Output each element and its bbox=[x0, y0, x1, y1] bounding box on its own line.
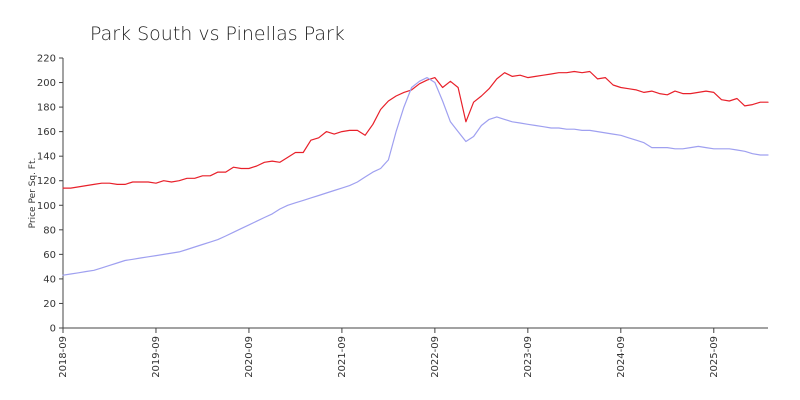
series-line-0 bbox=[62, 70, 769, 189]
y-tick-label: 120 bbox=[37, 176, 56, 187]
x-tick-label: 2018-09 bbox=[58, 336, 69, 378]
y-tick-label: 60 bbox=[43, 250, 56, 261]
series-layer bbox=[62, 70, 769, 276]
y-tick-label: 140 bbox=[37, 152, 56, 163]
y-tick-label: 160 bbox=[37, 127, 56, 138]
y-axis-label: Price Per Sq. Ft. bbox=[28, 158, 38, 229]
x-tick-label: 2024-09 bbox=[616, 336, 627, 378]
series-line-1 bbox=[62, 76, 769, 276]
y-tick-label: 20 bbox=[43, 299, 56, 310]
x-tick-label: 2023-09 bbox=[523, 336, 534, 378]
y-tick-label: 200 bbox=[37, 78, 56, 89]
y-tick-label: 40 bbox=[43, 274, 56, 285]
x-tick-label: 2021-09 bbox=[337, 336, 348, 378]
y-tick-label: 180 bbox=[37, 103, 56, 114]
x-tick-label: 2020-09 bbox=[244, 336, 255, 378]
y-tick-label: 220 bbox=[37, 54, 56, 65]
y-tick-label: 80 bbox=[43, 225, 56, 236]
x-tick-label: 2022-09 bbox=[430, 336, 441, 378]
y-tick-label: 100 bbox=[37, 201, 56, 212]
x-tick-label: 2019-09 bbox=[151, 336, 162, 378]
x-tick-label: 2025-09 bbox=[709, 336, 720, 378]
chart-title: Park South vs Pinellas Park bbox=[90, 23, 345, 45]
y-tick-label: 0 bbox=[50, 324, 56, 335]
axes: 0 20 40 60 80 100 120 140 160 180 200 220 2018-09 201… bbox=[28, 54, 768, 378]
